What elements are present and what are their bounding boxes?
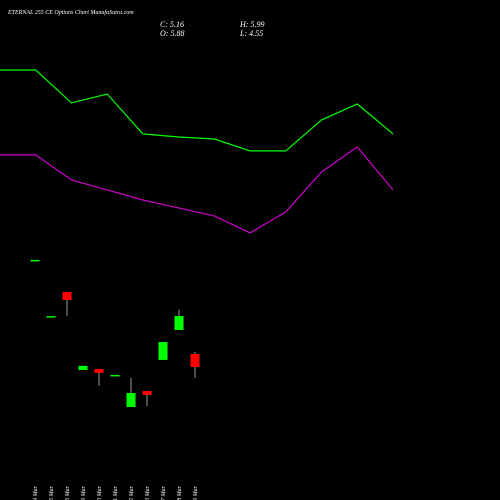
indicator-line [0,69,394,152]
candle-body [190,353,200,367]
x-tick-label: 11 Mar [113,485,119,500]
indicator-line [0,146,394,234]
candle-body [78,365,88,371]
ohlc-label: C: 5.16 [160,20,184,29]
x-tick-label: 18 Mar [177,485,183,500]
x-tick-label: 12 Mar [129,485,135,500]
chart-title: ETERNAL 255 CE Options Chart MunafaSutra… [7,9,134,16]
candle-body [126,392,136,408]
x-tick-label: 10 Mar [97,485,103,500]
x-tick-label: 13 Mar [145,485,151,500]
candle-body [110,374,120,377]
candle-body [30,259,40,262]
x-tick-label: 05 Mar [49,485,55,500]
candle-body [158,342,168,360]
ohlc-label: H: 5.99 [239,20,264,29]
ohlc-label: L: 4.55 [239,29,263,38]
ohlc-label: O: 5.88 [160,29,184,38]
candle-body [62,292,72,300]
candle-body [142,390,152,395]
x-tick-label: 04 Mar [32,485,39,500]
candle-body [174,316,184,330]
x-tick-label: 06 Mar [65,485,71,500]
candle-body [46,316,56,318]
candle-body [94,368,104,373]
x-tick-label: 19 Mar [193,485,199,500]
x-tick-label: 09 Mar [81,485,87,500]
x-tick-label: 17 Mar [161,485,167,500]
